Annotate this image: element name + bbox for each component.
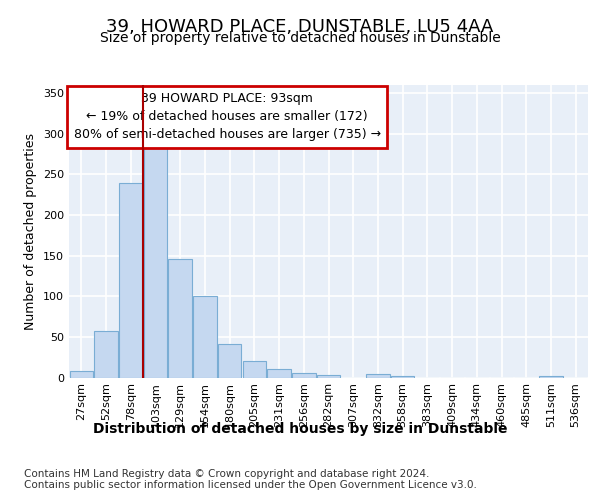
Text: Contains public sector information licensed under the Open Government Licence v3: Contains public sector information licen… — [24, 480, 477, 490]
Bar — [94, 331, 118, 378]
Bar — [539, 376, 563, 378]
Bar — [391, 376, 415, 378]
Bar — [169, 259, 192, 378]
Y-axis label: Number of detached properties: Number of detached properties — [25, 132, 37, 330]
Text: Distribution of detached houses by size in Dunstable: Distribution of detached houses by size … — [93, 422, 507, 436]
Bar — [144, 141, 167, 378]
Bar — [292, 372, 316, 378]
Bar — [366, 374, 389, 378]
Text: 39, HOWARD PLACE, DUNSTABLE, LU5 4AA: 39, HOWARD PLACE, DUNSTABLE, LU5 4AA — [106, 18, 494, 36]
Bar — [268, 370, 291, 378]
Bar — [218, 344, 241, 378]
Bar — [242, 361, 266, 378]
Bar — [119, 182, 143, 378]
Text: Size of property relative to detached houses in Dunstable: Size of property relative to detached ho… — [100, 31, 500, 45]
Bar — [193, 296, 217, 378]
Text: 39 HOWARD PLACE: 93sqm
← 19% of detached houses are smaller (172)
80% of semi-de: 39 HOWARD PLACE: 93sqm ← 19% of detached… — [74, 92, 381, 142]
Bar — [70, 371, 93, 378]
Text: Contains HM Land Registry data © Crown copyright and database right 2024.: Contains HM Land Registry data © Crown c… — [24, 469, 430, 479]
Bar — [317, 375, 340, 378]
